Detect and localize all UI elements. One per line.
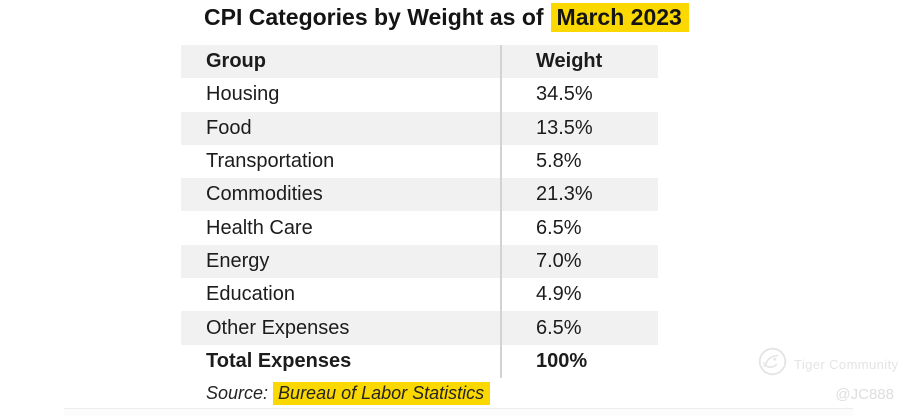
weight-cell: 100% bbox=[500, 344, 658, 378]
group-cell: Health Care bbox=[206, 216, 313, 239]
group-cell: Other Expenses bbox=[206, 316, 350, 339]
cpi-table-body: Housing 34.5% Food 13.5% Transportation … bbox=[181, 78, 658, 378]
weight-cell: 13.5% bbox=[500, 111, 658, 145]
source-text-highlight: Bureau of Labor Statistics bbox=[273, 382, 491, 405]
weight-cell: 21.3% bbox=[500, 178, 658, 212]
weight-cell: 6.5% bbox=[500, 311, 658, 345]
header-row: Group Weight bbox=[181, 45, 658, 79]
header-group-cell: Group bbox=[206, 50, 266, 73]
group-cell: Commodities bbox=[206, 183, 323, 206]
page-title-text: CPI Categories by Weight as of bbox=[204, 4, 544, 30]
weight-cell: 34.5% bbox=[500, 78, 658, 112]
watermark: Tiger Community @JC888 bbox=[758, 347, 899, 403]
group-cell: Transportation bbox=[206, 150, 335, 173]
group-cell: Food bbox=[206, 116, 252, 139]
bottom-fade bbox=[64, 409, 853, 416]
group-cell: Housing bbox=[206, 83, 280, 106]
bottom-divider bbox=[64, 408, 853, 409]
table-row: Food 13.5% bbox=[181, 111, 658, 145]
table-row: Education 4.9% bbox=[181, 278, 658, 312]
weight-cell: 7.0% bbox=[500, 244, 658, 279]
page-title: CPI Categories by Weight as of March 2023 bbox=[204, 2, 689, 32]
table-row: Energy 7.0% bbox=[181, 244, 658, 279]
group-cell: Energy bbox=[206, 249, 270, 272]
table-row: Other Expenses 6.5% bbox=[181, 311, 658, 345]
table-row: Total Expenses 100% bbox=[181, 344, 658, 378]
header-weight-cell: Weight bbox=[500, 45, 658, 79]
table-row: Commodities 21.3% bbox=[181, 178, 658, 212]
table-row: Housing 34.5% bbox=[181, 78, 658, 112]
group-cell: Total Expenses bbox=[206, 349, 352, 372]
watermark-brand-row: Tiger Community bbox=[758, 347, 899, 381]
source-line: Source: Bureau of Labor Statistics bbox=[206, 382, 491, 405]
watermark-handle: @JC888 bbox=[835, 386, 894, 403]
source-label: Source: bbox=[206, 383, 269, 403]
table-row: Health Care 6.5% bbox=[181, 211, 658, 245]
weight-cell: 5.8% bbox=[500, 144, 658, 179]
weight-cell: 6.5% bbox=[500, 211, 658, 245]
title-highlight: March 2023 bbox=[550, 3, 689, 32]
group-cell: Education bbox=[206, 283, 295, 306]
tiger-logo-icon bbox=[758, 347, 787, 381]
watermark-community-name: Tiger Community bbox=[794, 356, 899, 372]
cpi-table: Group Weight Housing 34.5% Food 13.5% Tr… bbox=[181, 45, 658, 378]
table-row: Transportation 5.8% bbox=[181, 144, 658, 179]
weight-cell: 4.9% bbox=[500, 278, 658, 312]
